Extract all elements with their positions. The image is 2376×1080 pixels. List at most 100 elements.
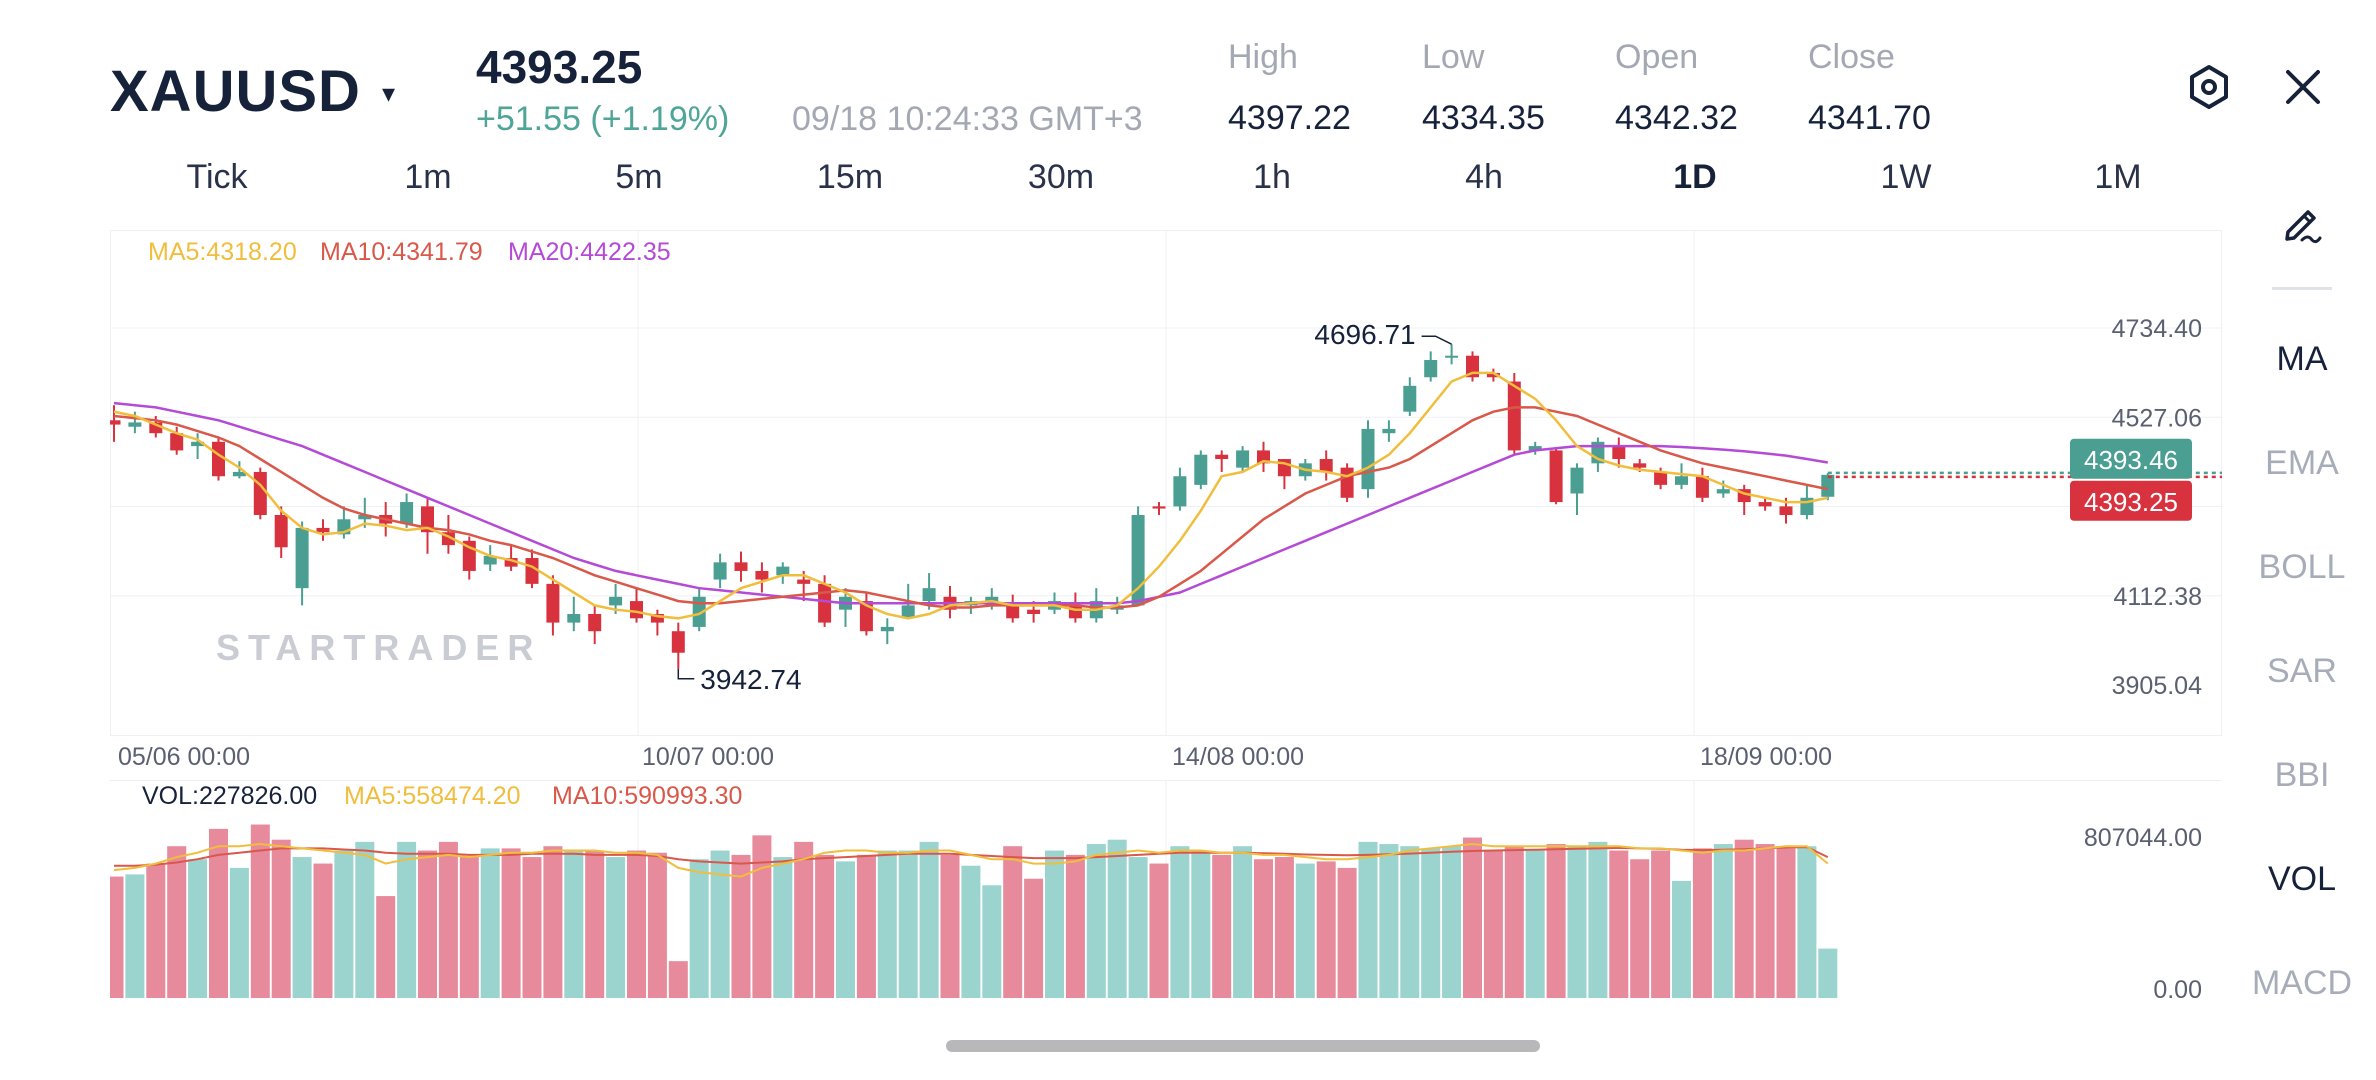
candle-body	[1758, 502, 1772, 507]
candle	[1152, 502, 1166, 515]
candle-body	[650, 613, 664, 623]
volume-bar	[1567, 846, 1587, 998]
volume-bar	[773, 857, 793, 998]
candle-body	[1027, 609, 1041, 614]
candle	[859, 592, 873, 636]
timeframe-1d[interactable]: 1D	[1673, 158, 1717, 196]
volume-bar	[1274, 857, 1294, 998]
volume-bar	[418, 850, 437, 998]
low-value: 4334.35	[1422, 99, 1545, 137]
caret-down-icon[interactable]: ▾	[382, 78, 396, 108]
timeframe-1w[interactable]: 1W	[1880, 158, 1932, 196]
settings-hexagon-icon[interactable]	[2186, 64, 2232, 110]
timeframe-30m[interactable]: 30m	[1027, 158, 1095, 196]
volume-bar	[1128, 857, 1148, 998]
ma-line-ma10	[113, 406, 1829, 609]
volume-bar	[1463, 837, 1482, 998]
candle	[964, 596, 978, 614]
volume-bar	[188, 859, 208, 998]
candle-body	[1340, 467, 1354, 498]
candle-body	[1528, 446, 1542, 451]
date-tick-label: 05/06 00:00	[118, 743, 250, 770]
open-value: 4342.32	[1615, 99, 1738, 137]
close-icon[interactable]	[2282, 66, 2324, 108]
candlestick-chart[interactable]: STARTRADER 4696.71 3942.74 4734.40 4527.06…	[110, 230, 2222, 770]
timeframe-15m[interactable]: 15m	[816, 158, 884, 196]
volume-bar	[167, 846, 187, 998]
volume-bar	[1212, 854, 1232, 998]
candle-body	[1382, 428, 1396, 434]
timeframe-4h[interactable]: 4h	[1465, 158, 1503, 196]
side-menu-divider	[2272, 287, 2332, 290]
volume-bar	[982, 885, 1002, 998]
candle	[1758, 497, 1772, 511]
candle-body	[1006, 603, 1020, 619]
pencil-draw-icon[interactable]	[2278, 198, 2326, 246]
timeframe-1h[interactable]: 1h	[1253, 158, 1291, 196]
timestamp: 09/18 10:24:33 GMT+3	[792, 100, 1143, 138]
candle-body	[316, 527, 330, 533]
timeframe-5m[interactable]: 5m	[615, 158, 663, 196]
candle	[1361, 420, 1375, 498]
candle	[692, 588, 706, 632]
volume-bar	[1316, 861, 1336, 998]
volume-bar	[919, 841, 939, 998]
price-change: +51.55 (+1.19%)	[476, 100, 730, 138]
candle	[1382, 420, 1396, 442]
candle	[1612, 437, 1626, 468]
candle-body	[1361, 428, 1375, 490]
candle-body	[1695, 476, 1709, 498]
date-tick-label: 18/09 00:00	[1700, 743, 1832, 770]
date-axis: 05/06 00:00 10/07 00:00 14/08 00:00 18/09 0…	[118, 743, 1832, 770]
volume-bar	[438, 841, 458, 998]
candle	[212, 437, 225, 481]
volume-bar	[1797, 846, 1817, 998]
candle	[295, 521, 309, 606]
volume-bar	[1504, 846, 1524, 998]
volume-bar	[229, 867, 249, 998]
volume-bar	[1358, 841, 1378, 998]
candle	[1570, 463, 1584, 515]
candle-body	[1068, 605, 1082, 619]
candle	[1173, 467, 1187, 511]
candle	[462, 536, 476, 580]
candle	[1194, 450, 1208, 490]
volume-bar	[794, 841, 814, 998]
volume-bar	[1295, 863, 1315, 998]
symbol-selector[interactable]: XAUUSD	[110, 59, 361, 124]
home-indicator-bar[interactable]	[946, 1040, 1540, 1052]
candle	[880, 618, 894, 645]
volume-bar	[1776, 848, 1796, 998]
timeframe-1m[interactable]: 1m	[404, 158, 452, 196]
volume-bar	[815, 854, 835, 998]
legend-vol: VOL:227826.00	[142, 782, 317, 810]
volume-bar	[898, 850, 918, 998]
candle-body	[1779, 506, 1793, 515]
candle-body	[734, 562, 748, 571]
chart-grid	[110, 230, 2222, 736]
volume-bar	[501, 848, 521, 998]
candle	[1006, 594, 1020, 623]
volume-bar	[271, 839, 291, 998]
candle-body	[1424, 360, 1438, 378]
volume-bar	[606, 857, 626, 998]
candle-body	[1486, 372, 1500, 378]
candle-body	[1549, 450, 1563, 503]
candle-body	[1173, 476, 1187, 507]
candle	[546, 575, 560, 636]
candle-body	[859, 601, 873, 632]
candle-body	[1131, 514, 1145, 606]
timeframe-tick[interactable]: Tick	[186, 158, 248, 196]
volume-chart[interactable]: 807044.00 0.00 VOL:227826.00 MA5:558474.2…	[110, 780, 2222, 1000]
timeframe-1mo[interactable]: 1M	[2094, 158, 2142, 196]
candle-body	[149, 422, 163, 434]
candle	[170, 426, 184, 455]
vol-ma-line-ma5	[113, 842, 1829, 878]
volume-bar	[1065, 854, 1085, 998]
volume-bar	[250, 824, 270, 998]
volume-bar	[668, 961, 688, 998]
candle-body	[1445, 355, 1459, 358]
volume-bar	[1379, 844, 1399, 998]
candle-body	[880, 626, 894, 632]
candle	[400, 493, 414, 528]
